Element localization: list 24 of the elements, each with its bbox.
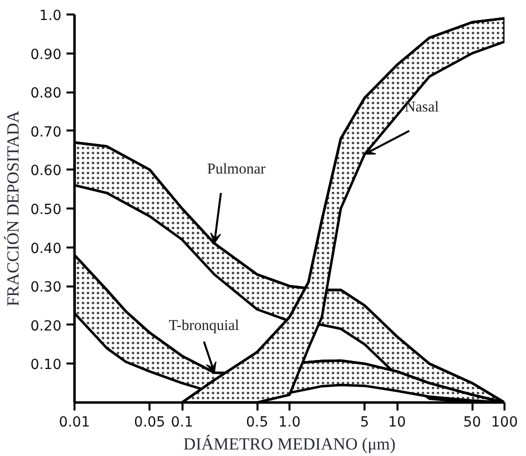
y-tick-label: 0.80: [30, 86, 62, 102]
series-label: T-bronquial: [168, 318, 240, 334]
y-axis-title: FRACCIÓN DEPOSITADA: [3, 110, 22, 306]
x-tick-label: 50: [463, 414, 482, 430]
y-tick-label: 0.90: [30, 46, 62, 63]
y-tick-label: 0.30: [30, 280, 62, 296]
y-tick-label: 0.70: [30, 124, 62, 140]
y-tick-label: 0.60: [30, 163, 62, 180]
x-tick-label: 0.05: [134, 414, 166, 430]
y-tick-label: 1.0: [39, 8, 62, 24]
y-tick-label: 0.10: [30, 357, 62, 374]
x-tick-label: 0.5: [246, 414, 268, 430]
text: Pulmonar: [207, 162, 266, 178]
x-axis-title: DIÁMETRO MEDIANO (μm): [183, 434, 396, 454]
x-tick-label: 0.1: [170, 414, 194, 430]
y-tick-label: 0.40: [30, 240, 62, 257]
x-tick-label: 1.0: [278, 414, 301, 430]
y-tick-label: 0.20: [30, 318, 62, 334]
series-label: Nasal: [404, 100, 439, 116]
x-tick-label: 5: [360, 414, 370, 430]
x-tick-label: 100: [491, 414, 518, 430]
x-tick-label: 0.01: [58, 414, 90, 430]
x-tick-label: 10: [388, 414, 406, 430]
y-tick-label: 0.50: [30, 202, 62, 218]
